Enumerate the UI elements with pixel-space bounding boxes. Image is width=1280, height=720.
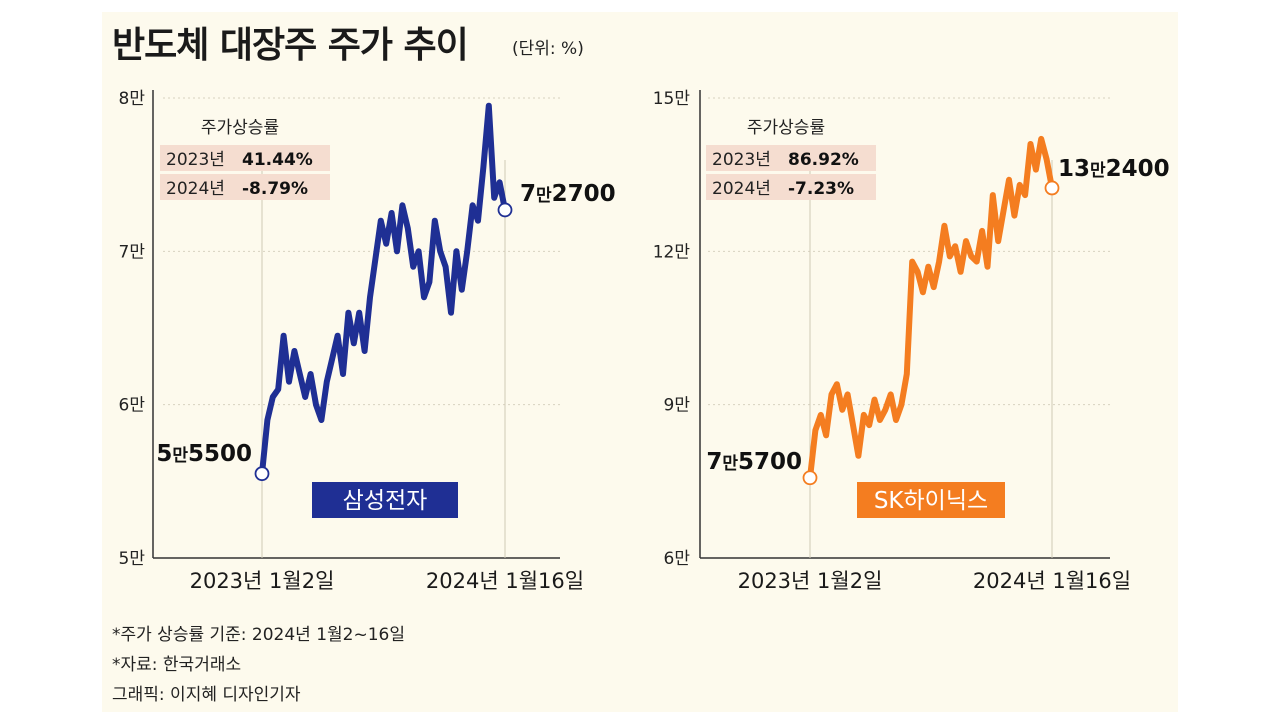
y-tick-label: 9만: [664, 396, 691, 416]
box-row-year: 2023년: [166, 150, 225, 170]
box-row-value: 86.92%: [788, 150, 859, 170]
y-tick-label: 12만: [653, 242, 691, 262]
footnotes: *주가 상승률 기준: 2024년 1월2~16일 *자료: 한국거래소 그래픽…: [112, 620, 405, 710]
series-line: [807, 135, 1055, 481]
start-value-label: 7만5700: [706, 449, 802, 475]
x-tick-label: 2023년 1월2일: [190, 569, 335, 593]
end-point-marker: [497, 202, 513, 218]
y-tick-label: 6만: [664, 549, 691, 569]
y-tick-label: 6만: [119, 396, 146, 416]
series-line: [259, 102, 508, 477]
start-point-marker: [254, 466, 270, 482]
box-row-year: 2024년: [166, 179, 225, 199]
company-tag-label: 삼성전자: [343, 488, 428, 514]
chart-1: 8만 7만 6만 5만 2023년 1월2일 2024년 1월16일 주가상승률 2023년 4…: [119, 89, 616, 593]
start-value-label: 5만5500: [156, 441, 252, 467]
box-row-value: -7.23%: [788, 179, 854, 199]
y-tick-label: 7만: [119, 242, 146, 262]
y-tick-label: 5만: [119, 549, 146, 569]
start-point-marker: [802, 470, 818, 486]
box-row-bg: [706, 174, 876, 200]
end-value-label: 13만2400: [1058, 156, 1170, 182]
page-title: 반도체 대장주 주가 추이: [112, 25, 469, 66]
footnote-basis: *주가 상승률 기준: 2024년 1월2~16일: [112, 625, 406, 645]
box-row-bg: [706, 145, 876, 171]
box-row-year: 2024년: [712, 179, 771, 199]
x-tick-label: 2024년 1월16일: [426, 569, 584, 593]
y-tick-label: 15만: [653, 89, 691, 109]
company-tag: [857, 482, 1005, 518]
x-tick-label: 2023년 1월2일: [738, 569, 883, 593]
unit-label: (단위: %): [512, 39, 584, 59]
box-row-value: 41.44%: [242, 150, 313, 170]
box-row-bg: [160, 145, 330, 171]
company-tag-label: SK하이닉스: [874, 488, 988, 514]
chart-2: 15만 12만 9만 6만 2023년 1월2일 2024년 1월16일 주가상승률 2023…: [653, 89, 1170, 593]
box-title: 주가상승률: [201, 118, 279, 138]
end-point-marker: [1044, 180, 1060, 196]
end-value-label: 7만2700: [520, 181, 616, 207]
footnote-source: *자료: 한국거래소: [112, 655, 242, 675]
footnote-credit: 그래픽: 이지혜 디자인기자: [112, 685, 301, 705]
box-row-year: 2023년: [712, 150, 771, 170]
company-tag: [312, 482, 458, 518]
x-tick-label: 2024년 1월16일: [973, 569, 1131, 593]
box-title: 주가상승률: [747, 118, 825, 138]
y-tick-label: 8만: [119, 89, 146, 109]
box-row-bg: [160, 174, 330, 200]
box-row-value: -8.79%: [242, 179, 308, 199]
